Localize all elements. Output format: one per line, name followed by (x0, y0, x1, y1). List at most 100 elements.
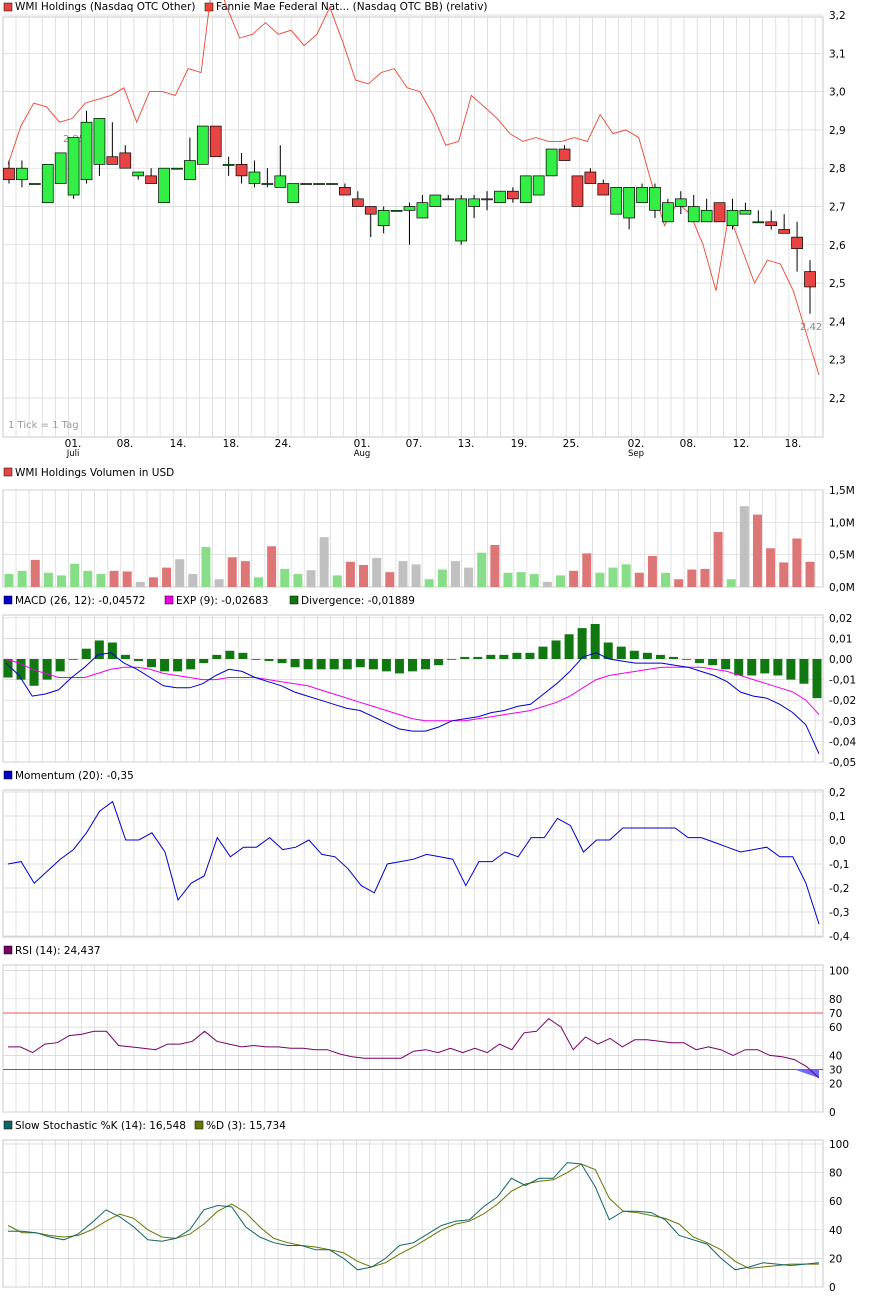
rsi-panel-frame (2, 964, 824, 1113)
volume-bar (359, 565, 369, 587)
volume-bar (267, 546, 277, 587)
divergence-bar (94, 640, 104, 659)
candle-body (700, 209, 713, 223)
volume-bar (43, 572, 53, 587)
candle-body (119, 152, 132, 169)
macd-tick-label: 0,01 (829, 633, 852, 645)
volume-bar (437, 569, 447, 587)
volume-bar (122, 571, 132, 587)
macd-panel-frame (2, 614, 824, 763)
candle-body (687, 206, 700, 223)
volume-tick-label: 0,0M (829, 582, 855, 594)
divergence-bar (538, 646, 548, 659)
volume-bar (385, 572, 395, 587)
divergence-bar (16, 659, 26, 680)
volume-bar (464, 567, 474, 587)
volume-bar (582, 553, 592, 587)
volume-bar (503, 572, 513, 587)
candle-body (403, 206, 416, 211)
momentum-tick-label: -0,4 (829, 931, 850, 943)
volume-bar (109, 570, 119, 587)
candle-body (623, 187, 635, 219)
volume-bar (83, 570, 93, 587)
volume-bar (30, 559, 40, 587)
legend-fannie: Fannie Mae Federal Nat... (Nasdaq OTC BB… (216, 1, 488, 13)
divergence-bar (682, 659, 692, 660)
candle-body (442, 198, 455, 201)
candle-body (429, 194, 442, 207)
x-tick-label: 18. (785, 438, 802, 450)
stoch-tick-label: 60 (829, 1196, 842, 1208)
legend-swatch-stoch-k (3, 1120, 13, 1130)
volume-bar (608, 567, 618, 587)
divergence-bar (394, 659, 404, 674)
divergence-bar (120, 654, 130, 659)
divergence-bar (642, 652, 652, 659)
divergence-bar (721, 659, 731, 670)
momentum-tick-label: -0,1 (829, 859, 850, 871)
price-tick-label: 2,3 (829, 355, 846, 367)
legend-swatch-divergence (289, 595, 299, 605)
divergence-bar (81, 648, 91, 659)
divergence-bar (512, 652, 522, 659)
volume-bar (319, 537, 329, 587)
legend-stoch-k: Slow Stochastic %K (14): 16,548 (15, 1120, 186, 1132)
x-tick-label: 19. (511, 438, 528, 450)
divergence-bar (133, 659, 143, 662)
candle-body (300, 183, 312, 185)
candle-body (248, 171, 261, 184)
divergence-bar (773, 659, 783, 676)
volume-bar (201, 546, 211, 587)
divergence-bar (68, 659, 78, 660)
divergence-bar (329, 659, 339, 670)
divergence-bar (264, 659, 274, 662)
volume-bar (96, 574, 106, 587)
candle-body (67, 137, 80, 196)
legend-wmi: WMI Holdings (Nasdaq OTC Other) (15, 1, 195, 13)
momentum-tick-label: -0,3 (829, 907, 850, 919)
x-tick-label: 18. (223, 438, 240, 450)
volume-bar (687, 569, 697, 587)
volume-bar (188, 574, 198, 587)
divergence-bar (173, 659, 183, 672)
candle-body (584, 171, 597, 184)
divergence-bar (616, 646, 626, 659)
momentum-panel-frame (2, 789, 824, 938)
volume-bar (332, 575, 342, 587)
candle-body (196, 125, 209, 165)
momentum-tick-label: 0,2 (829, 787, 846, 799)
divergence-bar (186, 659, 196, 670)
volume-bar (162, 567, 172, 587)
candle-body (171, 167, 183, 170)
candle-body (739, 209, 752, 215)
volume-bar (450, 561, 460, 587)
volume-bar (726, 579, 736, 587)
volume-bar (424, 579, 434, 587)
rsi-tick-label: 20 (829, 1079, 842, 1091)
divergence-bar (564, 634, 574, 659)
divergence-bar (368, 659, 378, 670)
candle-body (351, 198, 364, 207)
volume-bar (805, 561, 815, 587)
stoch-tick-label: 80 (829, 1168, 842, 1180)
fannie-line (7, 0, 820, 376)
candle-body (636, 187, 648, 204)
volume-bar (752, 514, 762, 587)
x-tick-label: 14. (170, 438, 187, 450)
divergence-bar (290, 659, 300, 668)
x-tick-label: 07. (406, 438, 423, 450)
price-tick-label: 2,4 (829, 316, 846, 328)
candle-body (132, 171, 145, 177)
rsi-line (8, 1017, 820, 1079)
divergence-bar (590, 623, 600, 659)
volume-bar (595, 572, 605, 587)
candle-body (765, 221, 778, 227)
macd-tick-label: -0,02 (829, 695, 856, 707)
volume-bar (240, 561, 250, 587)
volume-bar (634, 572, 644, 587)
divergence-bar (355, 659, 365, 668)
divergence-bar (603, 642, 613, 659)
price-tick-label: 2,2 (829, 393, 846, 405)
candle-body (791, 236, 803, 249)
candle-body (158, 167, 170, 204)
